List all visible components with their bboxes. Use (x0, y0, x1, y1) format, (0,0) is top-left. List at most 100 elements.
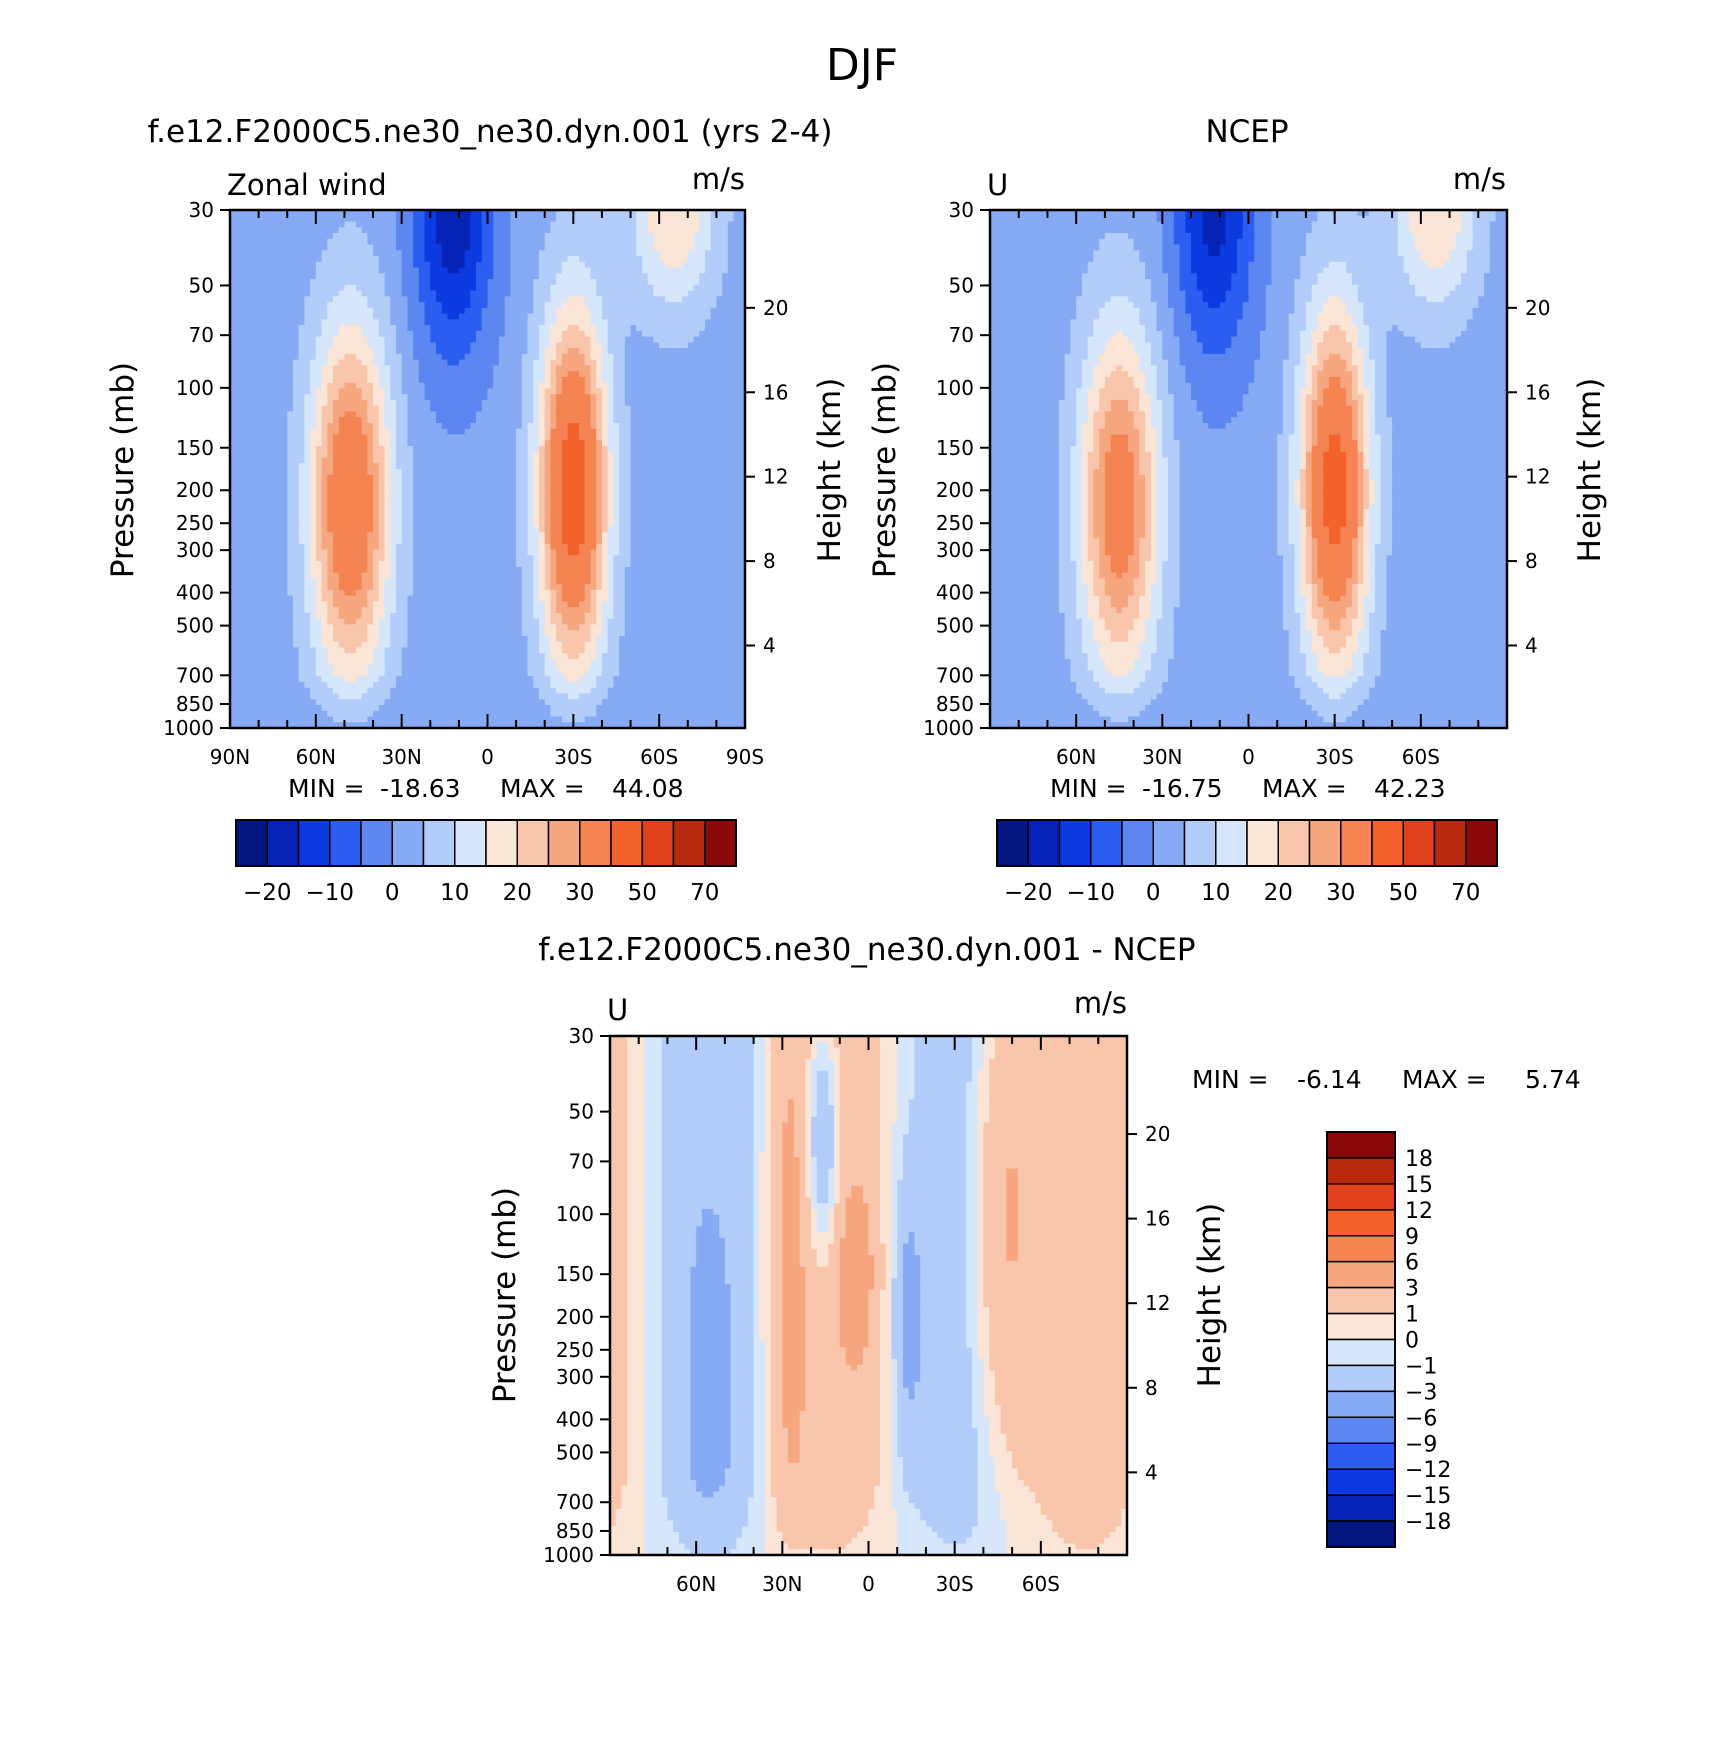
contour-cell (550, 411, 556, 417)
contour-cell (545, 256, 551, 262)
contour-cell (528, 388, 534, 394)
contour-cell (419, 417, 425, 423)
contour-cell (545, 273, 551, 279)
contour-cell (310, 342, 316, 348)
contour-cell (362, 256, 368, 262)
contour-cell (459, 233, 465, 239)
contour-cell (247, 475, 253, 481)
contour-cell (270, 337, 276, 343)
contour-cell (304, 411, 310, 417)
contour-cell (339, 475, 345, 481)
contour-cell (407, 377, 413, 383)
contour-cell (568, 481, 574, 487)
contour-cell (470, 245, 476, 251)
contour-cell (659, 434, 665, 440)
contour-cell (562, 342, 568, 348)
contour-cell (636, 486, 642, 492)
contour-cell (608, 411, 614, 417)
contour-cell (694, 492, 700, 498)
contour-cell (596, 388, 602, 394)
contour-cell (653, 365, 659, 371)
contour-cell (602, 360, 608, 366)
contour-cell (247, 325, 253, 331)
contour-cell (407, 486, 413, 492)
contour-cell (304, 314, 310, 320)
contour-cell (585, 515, 591, 521)
contour-cell (344, 233, 350, 239)
contour-cell (453, 521, 459, 527)
contour-cell (711, 457, 717, 463)
contour-cell (344, 279, 350, 285)
contour-cell (459, 400, 465, 406)
contour-cell (253, 325, 259, 331)
contour-cell (282, 481, 288, 487)
contour-cell (613, 394, 619, 400)
contour-cell (642, 388, 648, 394)
contour-cell (367, 256, 373, 262)
contour-cell (465, 342, 471, 348)
contour-cell (642, 463, 648, 469)
contour-cell (385, 314, 391, 320)
contour-cell (682, 463, 688, 469)
contour-cell (419, 400, 425, 406)
contour-cell (648, 481, 654, 487)
contour-cell (613, 475, 619, 481)
contour-cell (396, 429, 402, 435)
contour-cell (282, 509, 288, 515)
contour-cell (385, 308, 391, 314)
contour-cell (259, 331, 265, 337)
contour-cell (316, 273, 322, 279)
contour-cell (636, 492, 642, 498)
contour-cell (453, 481, 459, 487)
contour-cell (430, 308, 436, 314)
contour-cell (430, 285, 436, 291)
contour-cell (304, 452, 310, 458)
contour-cell (425, 245, 431, 251)
contour-cell (711, 394, 717, 400)
contour-cell (287, 268, 293, 274)
contour-cell (247, 342, 253, 348)
contour-cell (293, 314, 299, 320)
contour-cell (722, 446, 728, 452)
contour-cell (293, 383, 299, 389)
contour-cell (264, 342, 270, 348)
contour-cell (659, 509, 665, 515)
contour-cell (608, 498, 614, 504)
contour-cell (259, 268, 265, 274)
contour-cell (350, 521, 356, 527)
contour-cell (562, 394, 568, 400)
contour-cell (430, 498, 436, 504)
contour-cell (648, 383, 654, 389)
contour-cell (253, 411, 259, 417)
contour-cell (436, 365, 442, 371)
contour-cell (711, 222, 717, 228)
contour-cell (676, 481, 682, 487)
contour-cell (264, 394, 270, 400)
contour-cell (562, 475, 568, 481)
contour-cell (636, 457, 642, 463)
contour-cell (282, 423, 288, 429)
contour-cell (694, 411, 700, 417)
contour-cell (270, 446, 276, 452)
contour-cell (642, 222, 648, 228)
contour-cell (631, 377, 637, 383)
contour-cell (705, 434, 711, 440)
contour-cell (550, 314, 556, 320)
contour-cell (259, 222, 265, 228)
contour-cell (276, 331, 282, 337)
contour-cell (293, 256, 299, 262)
contour-cell (327, 291, 333, 297)
contour-cell (259, 515, 265, 521)
contour-cell (573, 273, 579, 279)
contour-cell (447, 509, 453, 515)
contour-cell (545, 383, 551, 389)
contour-cell (459, 521, 465, 527)
contour-cell (585, 342, 591, 348)
contour-cell (705, 268, 711, 274)
contour-cell (259, 423, 265, 429)
contour-cell (459, 365, 465, 371)
contour-cell (264, 440, 270, 446)
contour-cell (665, 423, 671, 429)
contour-cell (373, 285, 379, 291)
contour-cell (545, 250, 551, 256)
